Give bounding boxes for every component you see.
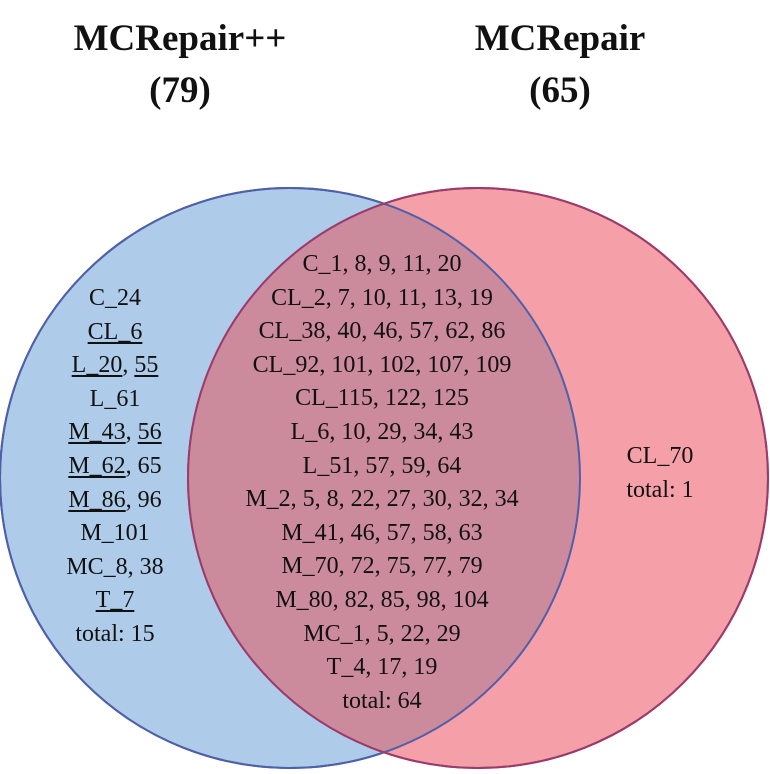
region-line: M_101 [20, 517, 210, 551]
region-item: 56 [137, 419, 162, 446]
set-circle-right-outline [187, 187, 769, 769]
region-item: CL_38, 40, 46, 57, 62, 86 [258, 318, 506, 345]
region-line: MC_1, 5, 22, 29 [202, 618, 562, 652]
region-line: M_41, 46, 57, 58, 63 [202, 517, 562, 551]
item-separator: , [122, 352, 135, 379]
region-item: M_2, 5, 8, 22, 27, 30, 32, 34 [245, 486, 519, 513]
region-item: M_41, 46, 57, 58, 63 [281, 519, 483, 546]
region-line: CL_2, 7, 10, 11, 13, 19 [202, 282, 562, 316]
region-line: total: 1 [600, 474, 720, 508]
region-intersection: C_1, 8, 9, 11, 20 CL_2, 7, 10, 11, 13, 19… [202, 248, 562, 718]
region-line: CL_38, 40, 46, 57, 62, 86 [202, 315, 562, 349]
region-item: 65 [137, 452, 162, 479]
region-item: M_80, 82, 85, 98, 104 [275, 586, 489, 613]
region-item: 96 [137, 486, 162, 513]
region-item: L_20 [71, 352, 123, 379]
region-line: M_86, 96 [20, 484, 210, 518]
region-item: M_62 [68, 452, 126, 479]
region-item: total: 15 [75, 620, 155, 647]
region-item: CL_70 [626, 443, 694, 469]
region-item: M_86 [68, 486, 126, 513]
item-separator: , [125, 419, 138, 446]
region-item: total: 64 [342, 687, 422, 714]
set-name-left: MCRepair++ [73, 18, 287, 59]
region-line: L_6, 10, 29, 34, 43 [202, 416, 562, 450]
region-item: CL_6 [87, 318, 143, 345]
item-separator: , [127, 553, 140, 580]
region-line: total: 15 [20, 618, 210, 652]
region-item: T_7 [95, 587, 135, 614]
region-item: M_101 [80, 520, 150, 547]
set-overlap [188, 188, 580, 768]
region-item: C_1, 8, 9, 11, 20 [302, 251, 462, 277]
set-count-right: (65) [529, 70, 591, 111]
region-line: CL_70 [600, 440, 720, 474]
region-item: L_6, 10, 29, 34, 43 [290, 418, 474, 445]
region-line: C_1, 8, 9, 11, 20 [202, 248, 562, 282]
region-line: MC_8, 38 [20, 551, 210, 585]
region-item: M_70, 72, 75, 77, 79 [281, 553, 483, 580]
region-item: M_43 [68, 419, 126, 446]
region-left-only: C_24 CL_6 L_20, 55 L_61 M_43, 56 M_62, 65 M_86… [20, 282, 210, 652]
region-item: CL_2, 7, 10, 11, 13, 19 [271, 284, 493, 311]
region-line: CL_115, 122, 125 [202, 382, 562, 416]
set-circle-left-outline [0, 187, 581, 769]
set-title-left: MCRepair++ (79) [20, 13, 340, 117]
region-item: T_4, 17, 19 [326, 654, 438, 681]
region-line: T_4, 17, 19 [202, 651, 562, 685]
region-line: L_61 [20, 383, 210, 417]
region-line: L_51, 57, 59, 64 [202, 450, 562, 484]
region-item: MC_8 [66, 553, 128, 580]
region-item: 38 [139, 553, 164, 580]
set-name-right: MCRepair [474, 18, 646, 59]
region-item: MC_1, 5, 22, 29 [303, 620, 461, 647]
region-line: T_7 [20, 584, 210, 618]
set-title-right: MCRepair (65) [400, 13, 720, 117]
region-line: total: 64 [202, 685, 562, 719]
region-line: CL_92, 101, 102, 107, 109 [202, 349, 562, 383]
region-right-only: CL_70 total: 1 [600, 440, 720, 507]
region-line: M_43, 56 [20, 416, 210, 450]
region-line: L_20, 55 [20, 349, 210, 383]
region-item: total: 1 [626, 476, 694, 503]
region-line: M_62, 65 [20, 450, 210, 484]
region-item: C_24 [88, 285, 141, 311]
region-line: M_70, 72, 75, 77, 79 [202, 550, 562, 584]
region-item: L_51, 57, 59, 64 [302, 452, 462, 479]
region-item: L_61 [89, 385, 141, 412]
region-line: CL_6 [20, 316, 210, 350]
region-line: C_24 [20, 282, 210, 316]
region-line: M_80, 82, 85, 98, 104 [202, 584, 562, 618]
region-item: 55 [134, 352, 159, 379]
region-line: M_2, 5, 8, 22, 27, 30, 32, 34 [202, 483, 562, 517]
set-count-left: (79) [149, 70, 211, 111]
region-item: CL_115, 122, 125 [295, 385, 469, 412]
item-separator: , [125, 452, 138, 479]
item-separator: , [125, 486, 138, 513]
region-item: CL_92, 101, 102, 107, 109 [252, 351, 512, 378]
